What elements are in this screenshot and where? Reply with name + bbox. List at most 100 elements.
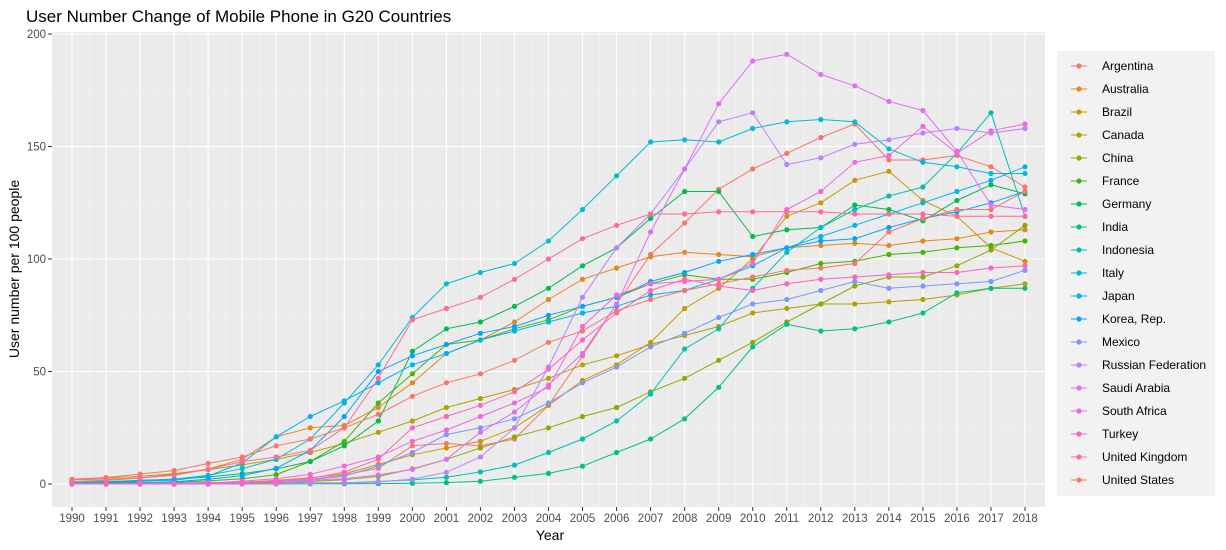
data-point bbox=[988, 177, 994, 183]
legend-item: Russian Federation bbox=[1070, 357, 1206, 374]
y-tick-label: 150 bbox=[27, 142, 46, 154]
data-point bbox=[682, 166, 688, 172]
x-tick-label: 2004 bbox=[536, 513, 562, 525]
legend-label: Korea, Rep. bbox=[1102, 312, 1166, 326]
data-point bbox=[239, 466, 245, 472]
data-point bbox=[375, 404, 381, 411]
data-point bbox=[784, 213, 790, 219]
data-point bbox=[614, 222, 620, 228]
data-point bbox=[954, 245, 960, 251]
data-point bbox=[579, 323, 586, 330]
data-point bbox=[579, 463, 586, 469]
data-point bbox=[409, 317, 415, 323]
x-tick-label: 2006 bbox=[604, 513, 630, 525]
data-point bbox=[375, 375, 381, 381]
data-point bbox=[579, 294, 586, 300]
data-point bbox=[954, 197, 960, 204]
legend-item: Korea, Rep. bbox=[1070, 311, 1166, 328]
data-point bbox=[614, 245, 620, 251]
data-point bbox=[443, 305, 449, 312]
data-point bbox=[716, 326, 722, 332]
data-point bbox=[409, 466, 415, 472]
data-point bbox=[648, 211, 654, 217]
x-tick-label: 1991 bbox=[93, 513, 119, 525]
data-point bbox=[750, 260, 756, 267]
legend-key-point bbox=[1076, 316, 1082, 322]
data-point bbox=[648, 281, 654, 287]
data-point bbox=[273, 434, 279, 440]
legend-label: Russian Federation bbox=[1102, 358, 1206, 372]
data-point bbox=[920, 283, 926, 289]
data-point bbox=[614, 265, 620, 271]
data-point bbox=[1022, 263, 1028, 269]
data-point bbox=[239, 454, 245, 460]
data-point bbox=[682, 211, 688, 217]
data-point bbox=[409, 393, 415, 399]
data-point bbox=[648, 391, 654, 397]
data-point bbox=[341, 463, 347, 469]
data-point bbox=[443, 350, 449, 357]
x-tick-label: 2014 bbox=[876, 513, 902, 525]
data-point bbox=[273, 443, 279, 449]
data-point bbox=[545, 238, 552, 244]
data-point bbox=[784, 51, 790, 57]
legend-label: India bbox=[1102, 220, 1128, 234]
data-point bbox=[1022, 222, 1028, 228]
data-point bbox=[477, 445, 483, 451]
data-point bbox=[477, 402, 483, 408]
x-tick-label: 2011 bbox=[774, 513, 799, 525]
data-point bbox=[750, 110, 756, 116]
data-point bbox=[750, 125, 756, 132]
legend-key-point bbox=[1076, 201, 1082, 207]
data-point bbox=[545, 425, 552, 431]
data-point bbox=[443, 341, 449, 348]
legend-key-point bbox=[1076, 454, 1082, 460]
data-point bbox=[511, 425, 518, 431]
data-point bbox=[716, 281, 722, 287]
legend-item: Canada bbox=[1070, 127, 1144, 144]
data-point bbox=[988, 110, 994, 116]
x-tick-label: 2008 bbox=[672, 513, 698, 525]
data-point bbox=[614, 364, 620, 370]
data-point bbox=[511, 323, 518, 330]
legend-label: Japan bbox=[1102, 289, 1135, 303]
data-point bbox=[886, 242, 892, 249]
data-point bbox=[784, 161, 790, 168]
data-point bbox=[545, 339, 552, 345]
data-point bbox=[511, 400, 518, 406]
data-point bbox=[818, 188, 824, 195]
data-point bbox=[341, 413, 347, 420]
data-point bbox=[239, 479, 245, 485]
data-point bbox=[443, 413, 449, 420]
data-point bbox=[443, 445, 449, 451]
data-point bbox=[375, 463, 381, 469]
data-point bbox=[341, 476, 347, 482]
data-point bbox=[545, 384, 552, 390]
data-point bbox=[750, 274, 756, 280]
data-point bbox=[954, 290, 960, 296]
legend-label: Italy bbox=[1102, 266, 1124, 280]
data-point bbox=[682, 269, 688, 276]
data-point bbox=[716, 357, 722, 363]
legend-label: United States bbox=[1102, 473, 1174, 487]
data-point bbox=[307, 471, 313, 477]
data-point bbox=[511, 389, 518, 395]
data-point bbox=[818, 233, 824, 240]
data-point bbox=[852, 240, 858, 246]
legend-item: Mexico bbox=[1070, 334, 1140, 351]
data-point bbox=[477, 478, 483, 484]
data-point bbox=[614, 308, 620, 314]
series-turkey bbox=[69, 263, 1028, 487]
data-point bbox=[920, 310, 926, 316]
data-point bbox=[716, 251, 722, 258]
data-point bbox=[375, 411, 381, 417]
data-point bbox=[682, 137, 688, 143]
data-point bbox=[852, 83, 858, 89]
data-point bbox=[579, 350, 586, 357]
data-point bbox=[443, 380, 449, 386]
data-point bbox=[273, 478, 279, 484]
data-point bbox=[648, 139, 654, 145]
x-tick-label: 2005 bbox=[570, 513, 596, 525]
data-point bbox=[443, 440, 449, 447]
